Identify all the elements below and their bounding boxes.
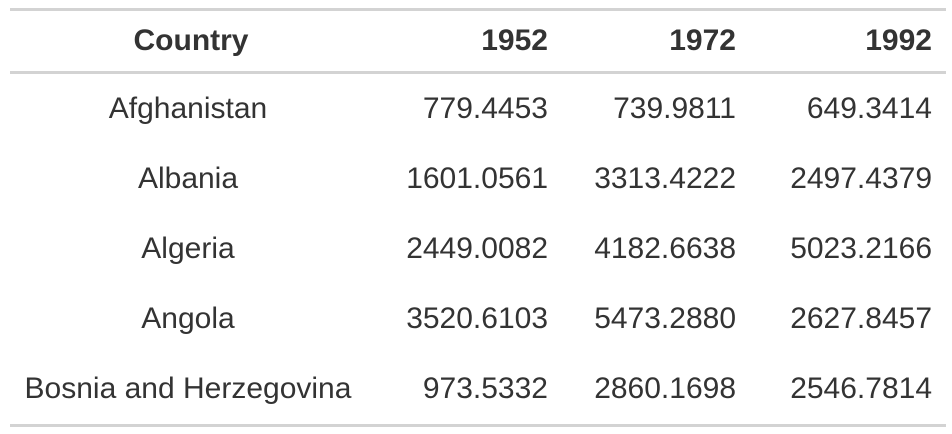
table-header: Country 1952 1972 1992 [10,9,946,74]
cell-1952: 1601.0561 [406,162,548,195]
cell-1952: 3520.6103 [406,302,548,335]
cell-country: Albania [137,162,239,195]
column-header-1952: 1952 [372,9,560,74]
cell-country: Algeria [141,232,235,265]
column-header-country: Country [10,9,372,74]
cell-1952: 973.5332 [422,372,548,405]
table-row: Algeria 2449.0082 4182.6638 5023.2166 [10,214,946,284]
cell-1972: 3313.4222 [594,162,736,195]
column-header-1972: 1972 [560,9,748,74]
cell-1992: 2497.4379 [790,162,932,195]
table-row: Angola 3520.6103 5473.2880 2627.8457 [10,284,946,354]
header-row: Country 1952 1972 1992 [10,9,946,74]
table-row: Afghanistan 779.4453 739.9811 649.3414 [10,73,946,145]
cell-1992: 649.3414 [806,92,932,125]
cell-1972: 5473.2880 [594,302,736,335]
cell-1992: 5023.2166 [790,232,932,265]
cell-country: Afghanistan [108,92,268,125]
cell-1952: 779.4453 [422,92,548,125]
table-row: Albania 1601.0561 3313.4222 2497.4379 [10,144,946,214]
gdp-table: Country 1952 1972 1992 Afghanistan 779.4… [10,8,946,427]
cell-1972: 4182.6638 [594,232,736,265]
table-body: Afghanistan 779.4453 739.9811 649.3414 A… [10,73,946,426]
cell-1972: 739.9811 [613,92,736,125]
cell-country: Angola [141,302,235,335]
gdp-table-container: Country 1952 1972 1992 Afghanistan 779.4… [10,8,946,427]
cell-1992: 2627.8457 [790,302,932,335]
table-row: Bosnia and Herzegovina 973.5332 2860.169… [10,354,946,426]
column-header-1992: 1992 [748,9,946,74]
cell-country: Bosnia and Herzegovina [24,372,352,405]
cell-1992: 2546.7814 [790,372,932,405]
cell-1972: 2860.1698 [594,372,736,405]
cell-1952: 2449.0082 [406,232,548,265]
